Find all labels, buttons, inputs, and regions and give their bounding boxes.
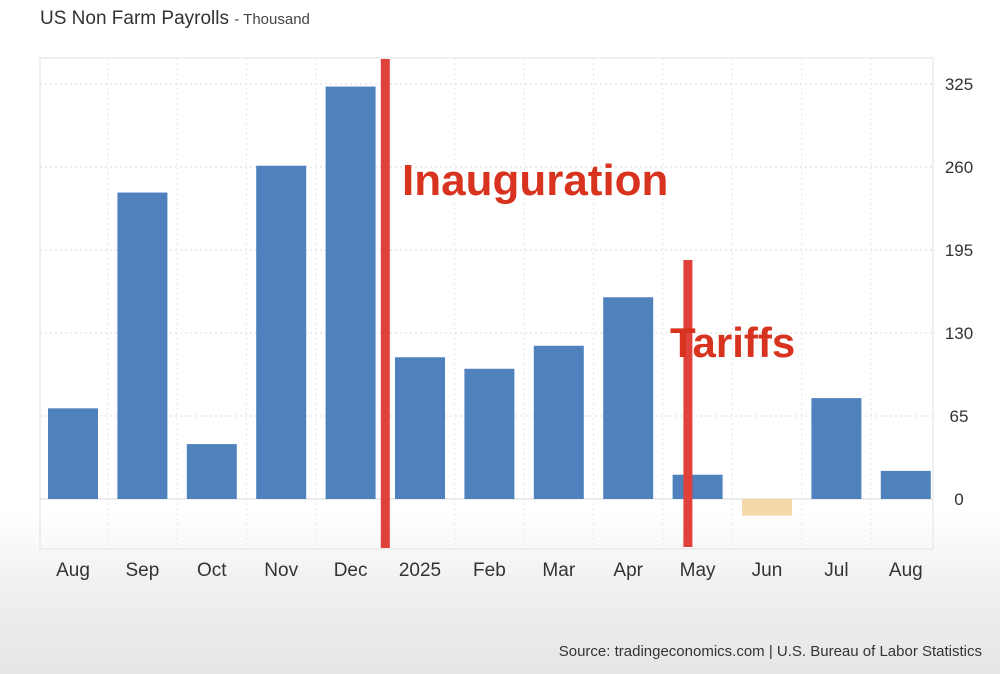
- bar-sep-1: [117, 192, 168, 500]
- chart-unit: - Thousand: [234, 11, 310, 28]
- bar-jul-11: [811, 398, 862, 499]
- marker-label-inauguration: Inauguration: [402, 156, 668, 205]
- chart-title-text: US Non Farm Payrolls: [40, 8, 229, 29]
- x-tick-label: May: [680, 560, 716, 581]
- chart-title: US Non Farm Payrolls - Thousand: [40, 8, 310, 30]
- y-tick-label: 195: [945, 241, 973, 260]
- bar-mar-7: [533, 345, 584, 499]
- x-tick-label: Jul: [824, 560, 848, 581]
- source-note: Source: tradingeconomics.com | U.S. Bure…: [558, 643, 982, 660]
- x-tick-label: Apr: [613, 560, 643, 581]
- x-tick-label: Oct: [197, 560, 227, 581]
- x-tick-label: Sep: [125, 560, 159, 581]
- bar-nov-3: [256, 165, 307, 499]
- y-axis-ticks: 0 65 130 195 260 325: [945, 75, 973, 509]
- x-tick-label: Jun: [752, 560, 783, 581]
- y-tick-label: 130: [945, 324, 973, 343]
- x-axis-ticks: Aug Sep Oct Nov Dec 2025 Feb Mar Apr May Jun Jul Aug: [56, 560, 923, 581]
- bar-may-9: [672, 474, 723, 499]
- y-tick-label: 260: [945, 158, 973, 177]
- x-tick-label: 2025: [399, 560, 441, 581]
- x-tick-label: Aug: [56, 560, 90, 581]
- bar-aug-12: [880, 470, 931, 499]
- x-tick-label: Feb: [473, 560, 506, 581]
- plot-frame: [39, 57, 934, 550]
- marker-line-inauguration: [380, 59, 390, 548]
- bar-feb-6: [464, 368, 515, 499]
- bar-oct-2: [186, 444, 237, 499]
- bar-aug-0: [48, 408, 98, 499]
- bar-2025-5: [395, 357, 445, 499]
- bar-apr-8: [603, 297, 654, 499]
- bar-series: [48, 86, 931, 516]
- x-tick-label: Dec: [334, 560, 368, 581]
- marker-label-tariffs: Tariffs: [670, 319, 795, 366]
- bar-jun-10: [742, 499, 792, 516]
- y-tick-label: 65: [950, 407, 969, 426]
- x-tick-label: Aug: [889, 560, 923, 581]
- y-tick-label: 0: [954, 490, 963, 509]
- event-markers: Inauguration Tariffs: [380, 59, 795, 548]
- y-tick-label: 325: [945, 75, 973, 94]
- bar-dec-4: [325, 86, 376, 500]
- payrolls-chart: 0 65 130 195 260 325 Aug Sep Oct Nov Dec 2025 Feb Ma…: [39, 57, 973, 581]
- x-tick-label: Mar: [542, 560, 575, 581]
- x-tick-label: Nov: [264, 560, 298, 581]
- marker-line-tariffs: [683, 260, 693, 547]
